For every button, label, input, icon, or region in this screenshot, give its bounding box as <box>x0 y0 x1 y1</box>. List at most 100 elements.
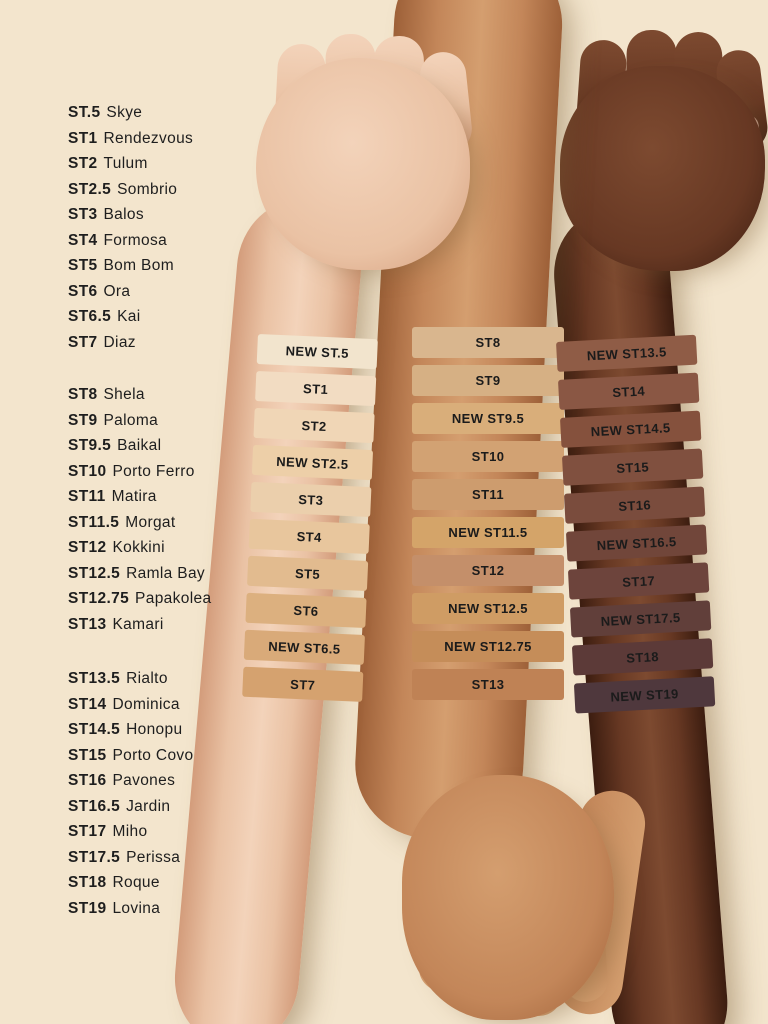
swatch-label: ST12 <box>471 563 505 578</box>
swatch-label: NEW ST.5 <box>285 342 350 361</box>
shade-list-item: ST12 Kokkini <box>68 535 211 561</box>
swatch-label: ST3 <box>297 491 324 508</box>
foundation-swatch: NEW ST6.5 <box>243 629 365 665</box>
shade-list-item: ST14 Dominica <box>68 692 194 718</box>
foundation-swatch: ST9 <box>412 365 564 396</box>
shade-list-item: ST8 Shela <box>68 382 211 408</box>
shade-code: ST6.5 <box>68 308 112 325</box>
shade-list-item: ST13 Kamari <box>68 612 211 638</box>
swatch-label: ST7 <box>289 676 316 693</box>
foundation-swatch: ST12 <box>412 555 564 586</box>
foundation-swatch: ST15 <box>561 448 704 486</box>
shade-name: Skye <box>106 104 143 121</box>
shade-name: Papakolea <box>135 590 212 607</box>
shade-name: Jardin <box>126 797 171 815</box>
shade-code: ST15 <box>68 746 107 764</box>
swatch-label: ST6 <box>293 602 319 619</box>
finger <box>372 35 428 153</box>
shade-code: ST2 <box>68 155 98 172</box>
swatch-label: ST9 <box>475 373 501 388</box>
swatch-label: NEW ST2.5 <box>276 453 349 472</box>
finger <box>463 849 529 1015</box>
shade-code: ST14 <box>68 695 107 713</box>
shade-list-item: ST14.5 Honopu <box>68 717 194 743</box>
swatch-label: ST8 <box>475 335 501 350</box>
finger <box>714 47 768 153</box>
shade-code: ST9.5 <box>68 437 112 454</box>
shade-name: Ramla Bay <box>126 564 206 582</box>
shade-code: ST16.5 <box>68 797 121 815</box>
shade-name: Ora <box>103 282 131 300</box>
foundation-swatch: NEW ST2.5 <box>251 444 374 481</box>
shade-list-item: ST17.5 Perissa <box>68 845 194 871</box>
swatch-label: ST1 <box>302 380 329 397</box>
foundation-swatch: ST1 <box>255 370 377 407</box>
fingernail <box>434 115 464 145</box>
swatch-label: ST4 <box>296 528 323 545</box>
foundation-swatch: NEW ST12.5 <box>412 593 564 624</box>
shade-list-item: ST7 Diaz <box>68 330 193 356</box>
foundation-swatch: ST4 <box>248 518 370 555</box>
shade-list-item: ST15 Porto Covo <box>68 743 194 769</box>
shade-code: ST18 <box>68 874 107 891</box>
swatch-label: ST17 <box>621 572 656 590</box>
fist-deep <box>560 66 765 271</box>
shade-list-item: ST1 Rendezvous <box>68 126 193 152</box>
foundation-swatch: NEW ST16.5 <box>565 524 708 562</box>
finger <box>554 850 610 1004</box>
foundation-swatch: NEW ST17.5 <box>569 600 712 638</box>
shade-list-item: ST3 Balos <box>68 202 193 228</box>
shade-code: ST5 <box>68 257 98 274</box>
foundation-swatch: NEW ST14.5 <box>559 410 702 448</box>
foundation-swatch: ST2 <box>253 407 375 444</box>
shade-name: Roque <box>112 874 160 891</box>
shade-code: ST12 <box>68 539 107 556</box>
shade-list-item: ST.5 Skye <box>68 100 193 126</box>
hand-light <box>256 58 470 270</box>
fingernail <box>284 116 313 144</box>
finger <box>415 839 487 995</box>
foundation-swatch: ST18 <box>571 638 714 676</box>
shade-name: Dominica <box>112 695 180 713</box>
shade-list-item: ST9.5 Baikal <box>68 433 211 459</box>
shade-list-item: ST12.75 Papakolea <box>68 586 211 612</box>
shade-name: Sombrio <box>117 180 178 198</box>
fingernail <box>564 864 593 893</box>
swatch-label: NEW ST11.5 <box>448 525 528 540</box>
shade-name: Kokkini <box>112 539 165 556</box>
swatch-label: NEW ST9.5 <box>451 411 525 426</box>
swatch-label: NEW ST17.5 <box>600 609 681 629</box>
swatch-label: NEW ST19 <box>610 685 680 705</box>
shade-code: ST7 <box>68 333 98 351</box>
swatch-label: ST16 <box>617 496 652 514</box>
foundation-swatch: ST8 <box>412 327 564 358</box>
shade-name: Paloma <box>103 411 159 429</box>
shade-list-item: ST16 Pavones <box>68 768 194 794</box>
shade-name: Tulum <box>103 155 148 172</box>
shade-code: ST4 <box>68 231 98 249</box>
foundation-swatch: ST3 <box>250 481 372 518</box>
fist-medium <box>402 775 614 1020</box>
shade-list-item: ST13.5 Rialto <box>68 666 194 692</box>
shade-name: Pavones <box>112 772 176 789</box>
shade-list-item: ST17 Miho <box>68 819 194 845</box>
shade-group-medium: ST8 Shela ST9 Paloma ST9.5 Baikal ST10 Porto… <box>68 382 211 637</box>
shade-name: Shela <box>103 386 145 403</box>
shade-name: Porto Ferro <box>112 462 195 480</box>
finger <box>273 42 327 154</box>
shade-code: ST12.5 <box>68 564 121 582</box>
fingernail <box>687 112 717 140</box>
shade-code: ST3 <box>68 206 98 223</box>
thumb <box>552 786 650 1019</box>
shade-list-item: ST16.5 Jardin <box>68 794 194 820</box>
shade-name: Kai <box>117 308 141 325</box>
fingernail <box>584 114 614 142</box>
swatch-label: NEW ST13.5 <box>586 343 667 363</box>
shade-list-item: ST6 Ora <box>68 279 193 305</box>
swatch-label: NEW ST16.5 <box>596 533 677 553</box>
shade-list-item: ST11 Matira <box>68 484 211 510</box>
shade-name: Honopu <box>126 721 183 738</box>
shade-name: Diaz <box>103 333 136 351</box>
shade-code: ST12.75 <box>68 590 130 607</box>
shade-code: ST14.5 <box>68 721 121 738</box>
